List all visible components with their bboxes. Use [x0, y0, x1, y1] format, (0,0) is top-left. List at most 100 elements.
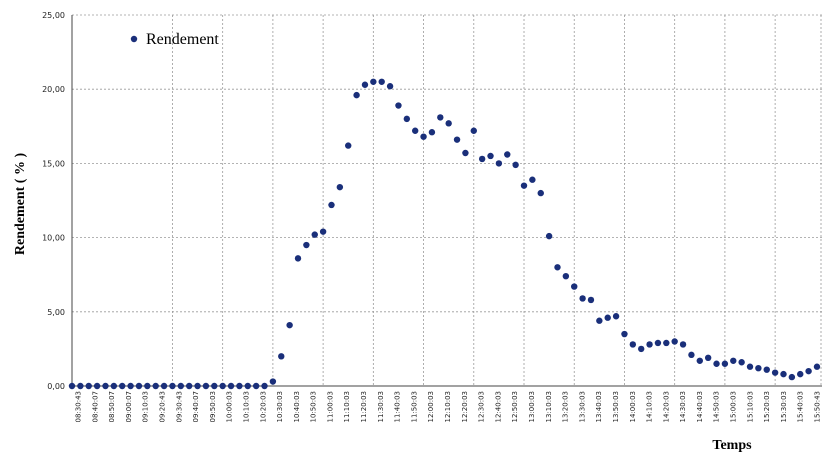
- y-axis-title: Rendement ( % ): [13, 153, 28, 256]
- x-tick-label: 10:50:03: [310, 391, 318, 422]
- data-point: [395, 102, 402, 109]
- y-tick-label: 10,00: [42, 234, 65, 243]
- data-point: [428, 129, 436, 136]
- data-point: [621, 330, 628, 338]
- data-point: [704, 354, 712, 362]
- x-tick-label: 09:20:43: [158, 391, 166, 422]
- x-tick-label: 15:10:03: [746, 391, 754, 422]
- data-point: [202, 382, 210, 390]
- data-point: [562, 272, 570, 280]
- x-tick-label: 10:20:03: [259, 391, 267, 422]
- data-points: [68, 78, 821, 390]
- data-point: [68, 382, 76, 390]
- data-point: [319, 228, 327, 235]
- data-point: [185, 382, 193, 390]
- data-point: [478, 155, 486, 163]
- data-point: [495, 160, 503, 167]
- data-point: [813, 363, 821, 370]
- x-tick-label: 14:00:03: [629, 391, 637, 422]
- data-point: [236, 382, 243, 390]
- data-point: [746, 363, 754, 370]
- data-point: [763, 366, 770, 373]
- data-point: [211, 382, 218, 390]
- x-tick-label: 11:10:03: [343, 391, 351, 422]
- x-tick-label: 11:20:03: [360, 391, 368, 422]
- data-point: [545, 232, 553, 240]
- x-axis-title: Temps: [712, 438, 752, 453]
- data-point: [378, 78, 385, 85]
- data-point: [85, 382, 92, 390]
- x-tick-label: 09:10:03: [142, 391, 150, 422]
- data-point: [738, 359, 745, 366]
- data-point: [144, 382, 151, 390]
- data-point: [755, 364, 762, 372]
- x-tick-label: 08:50:07: [108, 391, 116, 422]
- data-point: [453, 136, 461, 143]
- x-tick-label: 11:40:03: [394, 391, 402, 422]
- data-point: [227, 382, 235, 390]
- data-point: [127, 382, 134, 390]
- data-point: [663, 339, 670, 347]
- legend-label: Rendement: [146, 31, 219, 48]
- x-tick-label: 09:50:03: [209, 391, 217, 422]
- y-tick-label: 20,00: [42, 85, 65, 94]
- data-point: [654, 339, 662, 347]
- x-tick-label: 10:00:03: [226, 391, 234, 422]
- x-tick-label: 13:40:03: [595, 391, 603, 422]
- data-point: [345, 142, 352, 149]
- x-tick-label: 08:40:07: [91, 391, 99, 422]
- x-tick-label: 14:40:03: [696, 391, 704, 422]
- x-tick-label: 14:50:03: [713, 391, 721, 422]
- legend-marker: [130, 35, 138, 43]
- data-point: [554, 264, 561, 271]
- data-point: [696, 357, 703, 364]
- data-point: [805, 367, 812, 375]
- data-point: [152, 382, 159, 390]
- x-tick-label: 12:00:03: [427, 391, 435, 422]
- data-point: [445, 120, 452, 127]
- x-tick-label: 14:10:03: [646, 391, 654, 422]
- data-point: [771, 369, 779, 376]
- data-point: [160, 382, 168, 390]
- x-tick-label: 10:10:03: [242, 391, 250, 422]
- data-point: [679, 341, 687, 348]
- data-point: [671, 338, 678, 345]
- data-point: [637, 345, 645, 353]
- data-point: [411, 127, 419, 134]
- x-tick-label: 10:30:03: [276, 391, 284, 422]
- y-tick-label: 15,00: [42, 159, 65, 168]
- data-point: [512, 161, 519, 169]
- x-tick-label: 12:20:03: [461, 391, 469, 422]
- data-point: [135, 382, 143, 390]
- data-point: [529, 176, 536, 183]
- data-point: [688, 351, 695, 359]
- x-tick-label: 12:40:03: [494, 391, 502, 422]
- data-point: [579, 295, 586, 302]
- data-point: [462, 149, 469, 157]
- data-point: [788, 373, 796, 381]
- x-tick-label: 13:50:03: [612, 391, 620, 422]
- data-point: [244, 382, 251, 390]
- data-point: [169, 382, 176, 390]
- data-point: [261, 382, 268, 390]
- x-tick-label: 15:00:03: [730, 391, 738, 422]
- data-point: [403, 115, 411, 123]
- data-point: [93, 382, 101, 390]
- x-tick-label: 14:20:03: [662, 391, 670, 422]
- data-point: [520, 182, 528, 189]
- y-tick-label: 25,00: [42, 11, 65, 20]
- x-tick-label: 12:50:03: [511, 391, 519, 422]
- x-tick-label: 09:30:43: [175, 391, 183, 422]
- data-point: [194, 382, 201, 390]
- y-tick-label: 0,00: [47, 382, 65, 391]
- data-point: [336, 183, 344, 191]
- y-tick-label: 5,00: [47, 308, 65, 317]
- x-tick-label: 11:30:03: [377, 391, 385, 422]
- data-point: [286, 321, 293, 329]
- x-tick-label: 09:40:07: [192, 391, 200, 422]
- data-point: [487, 152, 494, 160]
- data-point: [504, 151, 511, 158]
- legend: Rendement: [130, 31, 219, 48]
- data-point: [119, 382, 126, 390]
- x-tick-label: 15:20:03: [763, 391, 771, 422]
